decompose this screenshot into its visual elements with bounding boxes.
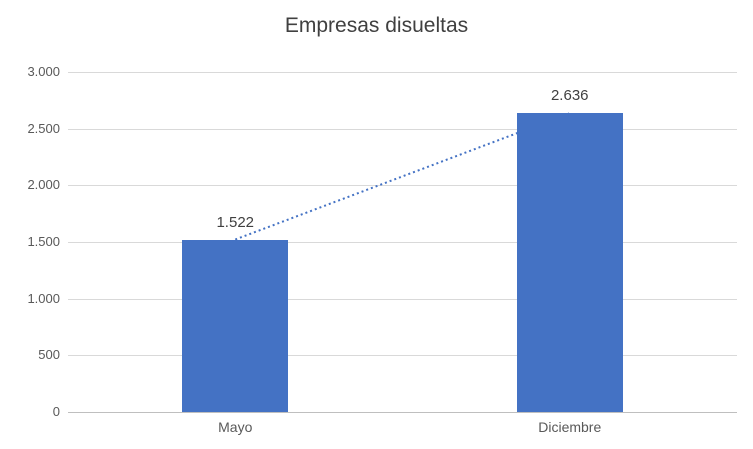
gridline <box>68 298 737 300</box>
y-axis-tick-label: 1.500 <box>27 234 60 249</box>
bar-value-label: 2.636 <box>550 87 589 105</box>
category-axis-label: Mayo <box>218 419 253 435</box>
bar <box>516 113 623 412</box>
y-axis-tick-label: 1.000 <box>27 290 60 306</box>
gridline <box>68 185 737 187</box>
chart-title: Empresas disueltas <box>284 14 469 37</box>
gridline <box>68 242 737 243</box>
bar-value-label: 1.522 <box>216 213 255 231</box>
y-axis-tick-label: 500 <box>38 347 60 363</box>
x-axis-line <box>68 412 737 413</box>
y-axis-tick-label: 0 <box>52 404 60 419</box>
category-axis-label: Diciembre <box>538 419 602 435</box>
y-axis-tick-label: 3.000 <box>27 64 60 79</box>
bar <box>182 239 289 412</box>
gridline <box>68 355 737 357</box>
gridline <box>68 128 737 130</box>
gridline <box>68 72 737 73</box>
y-axis-tick-label: 2.500 <box>27 120 60 136</box>
y-axis-tick-label: 2.000 <box>27 177 60 193</box>
